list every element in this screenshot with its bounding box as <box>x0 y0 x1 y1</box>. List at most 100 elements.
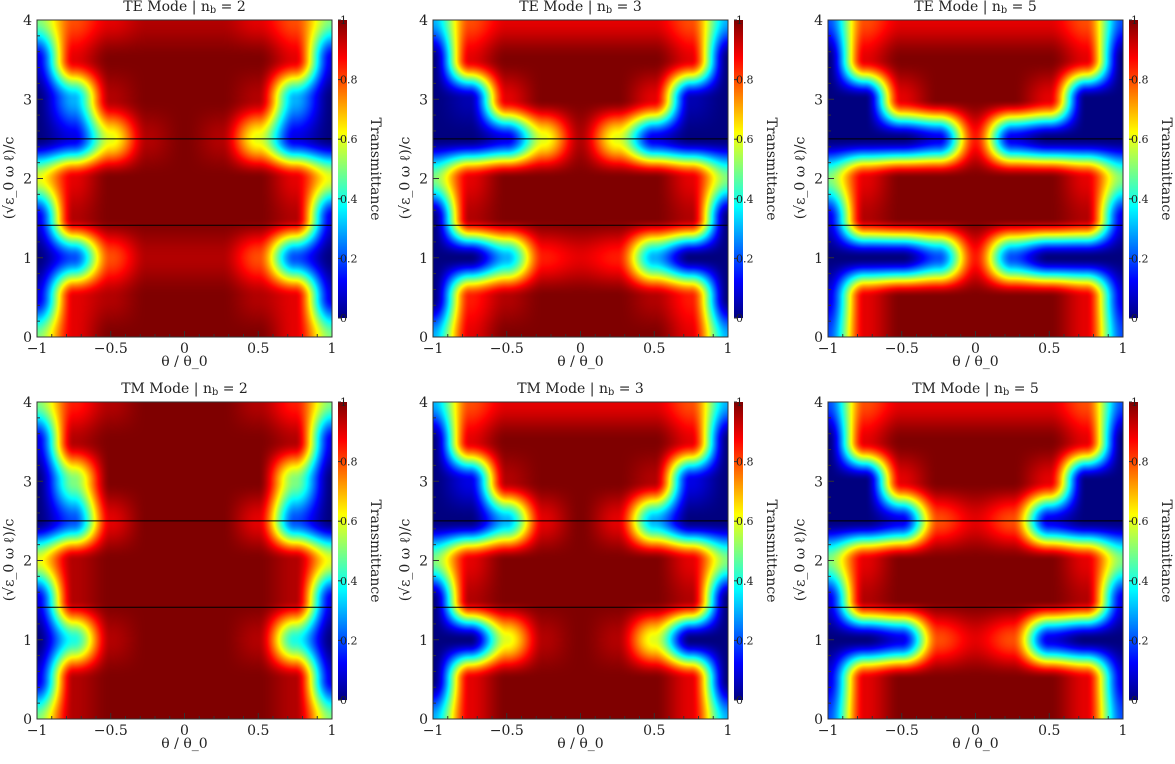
colorbar <box>734 20 743 318</box>
y-tick-label: 0 <box>419 330 428 346</box>
x-tick-label: −0.5 <box>885 723 919 739</box>
y-tick-label: 4 <box>23 13 32 29</box>
x-tick-label: 0 <box>971 341 980 357</box>
x-axis-label: θ / θ_0 <box>161 736 208 752</box>
heatmap-panel: −1 −0.5 0 0.5 1 0 1 2 3 4 0 0.2 0.4 0.6 0.8 1 TE Mode | … <box>2 0 384 370</box>
axes: −1 −0.5 0 0.5 1 0 1 2 3 4 0 0.2 0.4 0.6 0.8 1 <box>814 13 1149 357</box>
y-tick-label: 1 <box>814 633 823 649</box>
chart-title: TE Mode | nb = 2 <box>123 0 246 16</box>
x-tick-label: 0 <box>971 723 980 739</box>
colorbar-tick-label: 0.6 <box>736 515 754 528</box>
colorbar-tick-label: 0.2 <box>736 634 754 647</box>
colorbar-label: Transmittance <box>763 117 779 221</box>
colorbar-tick-label: 0.6 <box>340 133 358 146</box>
x-axis-label: θ / θ_0 <box>952 354 999 370</box>
colorbar-tick-label: 0 <box>1131 694 1138 707</box>
heatmap-image <box>37 20 332 337</box>
colorbar-tick-label: 0.8 <box>736 456 754 469</box>
colorbar-tick-label: 0.4 <box>736 193 754 206</box>
heatmap-image <box>828 402 1123 719</box>
colorbar-tick-label: 0.8 <box>1131 74 1149 87</box>
heatmap-panel: −1 −0.5 0 0.5 1 0 1 2 3 4 0 0.2 0.4 0.6 0.8 1 TM Mode | … <box>2 381 384 752</box>
colorbar-tick-label: 0.6 <box>340 515 358 528</box>
x-tick-label: 1 <box>1119 341 1128 357</box>
y-tick-label: 1 <box>23 633 32 649</box>
colorbar <box>338 402 347 700</box>
colorbar <box>338 20 347 318</box>
x-tick-label: 0 <box>576 723 585 739</box>
y-tick-label: 3 <box>23 92 32 108</box>
y-tick-label: 2 <box>814 554 823 570</box>
x-tick-label: 1 <box>328 341 337 357</box>
colorbar-label: Transmittance <box>763 499 779 603</box>
y-tick-label: 3 <box>419 474 428 490</box>
y-axis-label: (√ε_0 ω ℓ)/c <box>397 136 414 220</box>
x-tick-label: −1 <box>27 723 48 739</box>
y-tick-label: 2 <box>419 172 428 188</box>
colorbar-tick-label: 0 <box>736 694 743 707</box>
x-axis-label: θ / θ_0 <box>557 354 604 370</box>
x-tick-label: −1 <box>423 723 444 739</box>
y-tick-label: 0 <box>814 712 823 728</box>
chart-title: TE Mode | nb = 3 <box>519 0 642 16</box>
chart-title: TM Mode | nb = 5 <box>912 381 1039 398</box>
colorbar-tick-label: 0 <box>340 694 347 707</box>
colorbar <box>1129 20 1138 318</box>
y-tick-label: 1 <box>814 251 823 267</box>
x-tick-label: −1 <box>423 341 444 357</box>
plot-frame <box>827 401 1124 720</box>
y-tick-label: 2 <box>419 554 428 570</box>
colorbar-tick-label: 0.4 <box>340 193 358 206</box>
colorbar-tick-label: 0.4 <box>340 575 358 588</box>
y-tick-label: 3 <box>23 474 32 490</box>
colorbar <box>734 402 743 700</box>
axes: −1 −0.5 0 0.5 1 0 1 2 3 4 0 0.2 0.4 0.6 0.8 1 <box>23 395 358 739</box>
x-tick-label: 0.5 <box>247 723 269 739</box>
colorbar-tick-label: 0.6 <box>1131 515 1149 528</box>
axes: −1 −0.5 0 0.5 1 0 1 2 3 4 0 0.2 0.4 0.6 0.8 1 <box>23 13 358 357</box>
colorbar-tick-label: 1 <box>340 396 347 409</box>
heatmap-image <box>433 402 728 719</box>
x-tick-label: −0.5 <box>490 723 524 739</box>
colorbar-label: Transmittance <box>1158 117 1174 221</box>
y-tick-label: 0 <box>23 330 32 346</box>
y-tick-label: 2 <box>23 172 32 188</box>
y-axis-label: (√ε_0 ω ℓ)/c <box>397 518 414 602</box>
colorbar-label: Transmittance <box>1158 499 1174 603</box>
colorbar <box>1129 402 1138 700</box>
colorbar-tick-label: 1 <box>736 14 743 27</box>
colorbar-label: Transmittance <box>367 499 383 603</box>
colorbar-tick-label: 0.6 <box>736 133 754 146</box>
y-tick-label: 3 <box>419 92 428 108</box>
heatmap-panel: −1 −0.5 0 0.5 1 0 1 2 3 4 0 0.2 0.4 0.6 0.8 1 TM Mode | … <box>398 381 780 752</box>
plot-frame <box>432 401 729 720</box>
y-tick-label: 4 <box>23 395 32 411</box>
y-tick-label: 3 <box>814 92 823 108</box>
chart-title: TM Mode | nb = 3 <box>517 381 644 398</box>
x-tick-label: −1 <box>818 723 839 739</box>
colorbar-tick-label: 0.2 <box>736 252 754 265</box>
y-tick-label: 4 <box>814 13 823 29</box>
x-tick-label: 1 <box>1119 723 1128 739</box>
x-tick-label: −1 <box>818 341 839 357</box>
y-tick-label: 0 <box>814 330 823 346</box>
x-tick-label: 0.5 <box>1038 723 1060 739</box>
heatmap-panel: −1 −0.5 0 0.5 1 0 1 2 3 4 0 0.2 0.4 0.6 0.8 1 TM Mode | … <box>793 381 1175 752</box>
x-tick-label: 0.5 <box>643 341 665 357</box>
heatmap-image <box>37 402 332 719</box>
x-tick-label: 0.5 <box>643 723 665 739</box>
chart-title: TE Mode | nb = 5 <box>914 0 1037 16</box>
x-axis-label: θ / θ_0 <box>161 354 208 370</box>
y-tick-label: 4 <box>814 395 823 411</box>
colorbar-tick-label: 0.2 <box>340 634 358 647</box>
x-tick-label: 0.5 <box>247 341 269 357</box>
x-axis-label: θ / θ_0 <box>557 736 604 752</box>
y-axis-label: (√ε_0 ω ℓ)/c <box>792 518 809 602</box>
x-tick-label: 1 <box>724 341 733 357</box>
y-tick-label: 1 <box>23 251 32 267</box>
plot-frame <box>432 19 729 338</box>
heatmap-panel: −1 −0.5 0 0.5 1 0 1 2 3 4 0 0.2 0.4 0.6 0.8 1 TE Mode | … <box>793 0 1175 370</box>
x-tick-label: 1 <box>328 723 337 739</box>
x-tick-label: 0 <box>576 341 585 357</box>
colorbar-tick-label: 0.6 <box>1131 133 1149 146</box>
